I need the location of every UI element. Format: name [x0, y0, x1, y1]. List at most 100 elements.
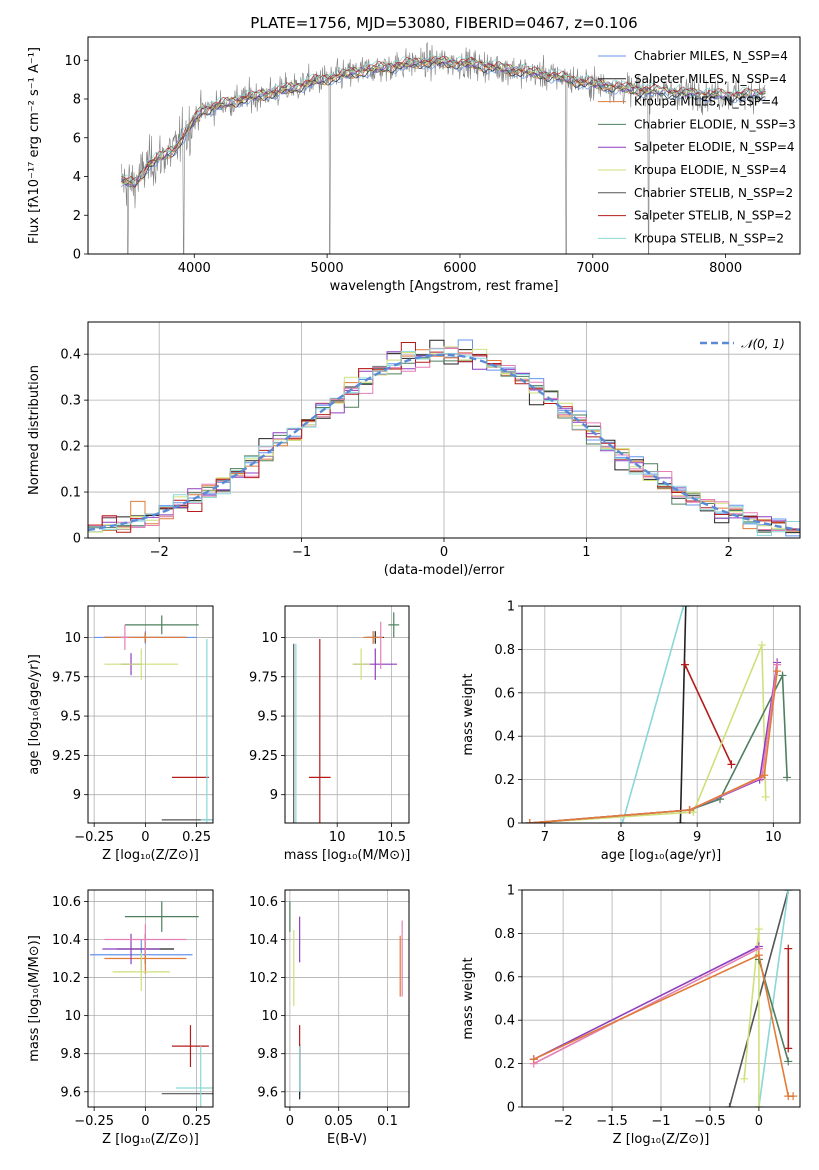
y-tick-label: 1 [507, 600, 515, 615]
y-axis-label: Flux [fλ10⁻¹⁷ erg cm⁻² s⁻¹ A⁻¹] [27, 47, 42, 244]
axes-frame [87, 36, 801, 255]
y-tick-label: 0.8 [494, 643, 515, 658]
series-line [684, 664, 733, 765]
series-line [621, 606, 685, 823]
y-tick-label: 0.4 [60, 348, 81, 363]
y-axis-label: mass weight [461, 957, 476, 1039]
y-tick-label: 4 [73, 170, 81, 185]
x-tick-label: 10 [329, 830, 346, 845]
y-tick-label: 10.4 [249, 933, 278, 948]
x-tick-label: 0.25 [182, 1114, 211, 1129]
y-tick-label: 9.25 [52, 749, 81, 764]
y-tick-label: 0.2 [60, 440, 81, 455]
x-tick-label: 6000 [443, 261, 476, 276]
axes-frame [284, 605, 410, 824]
series-line [758, 890, 790, 1107]
y-tick-label: 0 [73, 532, 81, 547]
axes-frame [284, 889, 410, 1108]
y-tick-label: 0.4 [494, 1014, 515, 1029]
x-tick-label: 8 [617, 830, 625, 845]
y-tick-label: 0.8 [494, 927, 515, 942]
data-point [685, 805, 694, 814]
y-tick-label: 10.2 [52, 971, 81, 986]
x-tick-label: 4000 [178, 261, 211, 276]
y-tick-label: 0.3 [60, 394, 81, 409]
normal-reference-curve [88, 353, 800, 532]
y-tick-label: 0.2 [494, 773, 515, 788]
x-tick-label: 0 [141, 830, 149, 845]
histogram-step [88, 348, 800, 536]
x-tick-label: −1.5 [596, 1114, 628, 1129]
y-tick-label: 0 [73, 248, 81, 263]
x-tick-label: −1 [651, 1114, 670, 1129]
y-tick-label: 0.6 [494, 970, 515, 985]
data-point [784, 1044, 793, 1053]
plot-area [120, 41, 766, 254]
data-point [525, 819, 534, 823]
x-tick-label: 0.05 [324, 1114, 353, 1129]
y-axis-label: Normed distribution [27, 365, 42, 495]
data-point [789, 1092, 798, 1101]
x-axis-label: age [log₁₀(age/yr)] [601, 848, 722, 863]
legend-label: Salpeter STELIB, N_SSP=2 [634, 209, 792, 223]
legend-label: Kroupa ELODIE, N_SSP=4 [634, 163, 787, 177]
plot-area [289, 901, 403, 1100]
y-tick-label: 0.1 [60, 486, 81, 501]
data-point [680, 660, 689, 669]
plot-area [529, 890, 798, 1107]
plot-area [94, 615, 213, 823]
x-tick-label: −1 [292, 545, 311, 560]
series-line [529, 664, 778, 823]
x-tick-label: 8000 [709, 261, 742, 276]
y-tick-label: 0.2 [494, 1057, 515, 1072]
x-tick-label: 2 [725, 545, 733, 560]
x-tick-label: 7 [541, 830, 549, 845]
panel-age-vs-Z: −0.25 0 0.25 9 9.25 9.5 9.75 10 Z [log₁₀(Z/Z⊙)] a… [27, 605, 214, 863]
legend-label: Salpeter MILES, N_SSP=4 [634, 72, 787, 86]
x-tick-label: −0.25 [74, 1114, 114, 1129]
plot-area [88, 339, 800, 537]
panel-mass-vs-EBV: 0 0.05 0.1 9.6 9.8 10 10.2 10.4 10.6 E(B-V) [249, 889, 410, 1147]
x-tick-label: 1 [582, 545, 590, 560]
x-tick-label: 0 [755, 1114, 763, 1129]
axes-frame [87, 321, 801, 539]
y-tick-label: 9.8 [60, 1047, 81, 1062]
legend: 𝒩(0, 1) [700, 337, 785, 351]
y-tick-label: 8 [73, 93, 81, 108]
series-line [529, 644, 767, 823]
plot-area [90, 901, 213, 1107]
y-tick-label: 0 [507, 817, 515, 832]
plot-area [293, 612, 400, 823]
x-tick-label: 0 [440, 545, 448, 560]
series-line [529, 662, 778, 823]
series-line [529, 671, 778, 823]
y-tick-label: 9.5 [60, 710, 81, 725]
x-axis-label: Z [log₁₀(Z/Z⊙)] [102, 1132, 199, 1147]
data-point [679, 606, 688, 610]
data-point [784, 1057, 793, 1066]
legend-label: Kroupa STELIB, N_SSP=2 [634, 231, 784, 245]
y-tick-label: 10.2 [249, 971, 278, 986]
y-tick-label: 9.8 [257, 1047, 278, 1062]
panel-massweight-vs-Z: −2 −1.5 −1 −0.5 0 0 0.2 0.4 0.6 0.8 1 Z [log₁₀(Z/Z⊙… [461, 884, 801, 1147]
data-point [760, 771, 769, 780]
x-tick-label: 9 [693, 830, 701, 845]
data-point [783, 773, 792, 782]
data-point [784, 890, 793, 894]
spectrum-data-line [120, 41, 766, 254]
x-tick-label: 5000 [311, 261, 344, 276]
data-point [529, 1055, 538, 1064]
y-tick-label: 0.4 [494, 730, 515, 745]
series-line [679, 606, 687, 823]
x-axis-label: wavelength [Angstrom, rest frame] [330, 279, 559, 294]
panel-age-vs-mass: 10 10.5 9 9.25 9.5 9.75 10 mass [log₁₀(M/M⊙)] [249, 605, 410, 863]
axes-frame [87, 889, 214, 1108]
x-tick-label: 0 [141, 1114, 149, 1129]
y-tick-label: 10 [64, 631, 81, 646]
axes-frame [521, 889, 801, 1108]
legend-label: Salpeter ELODIE, N_SSP=4 [634, 140, 795, 154]
axes-frame [87, 605, 214, 824]
x-tick-label: −0.5 [694, 1114, 726, 1129]
legend-label: Chabrier STELIB, N_SSP=2 [634, 186, 793, 200]
